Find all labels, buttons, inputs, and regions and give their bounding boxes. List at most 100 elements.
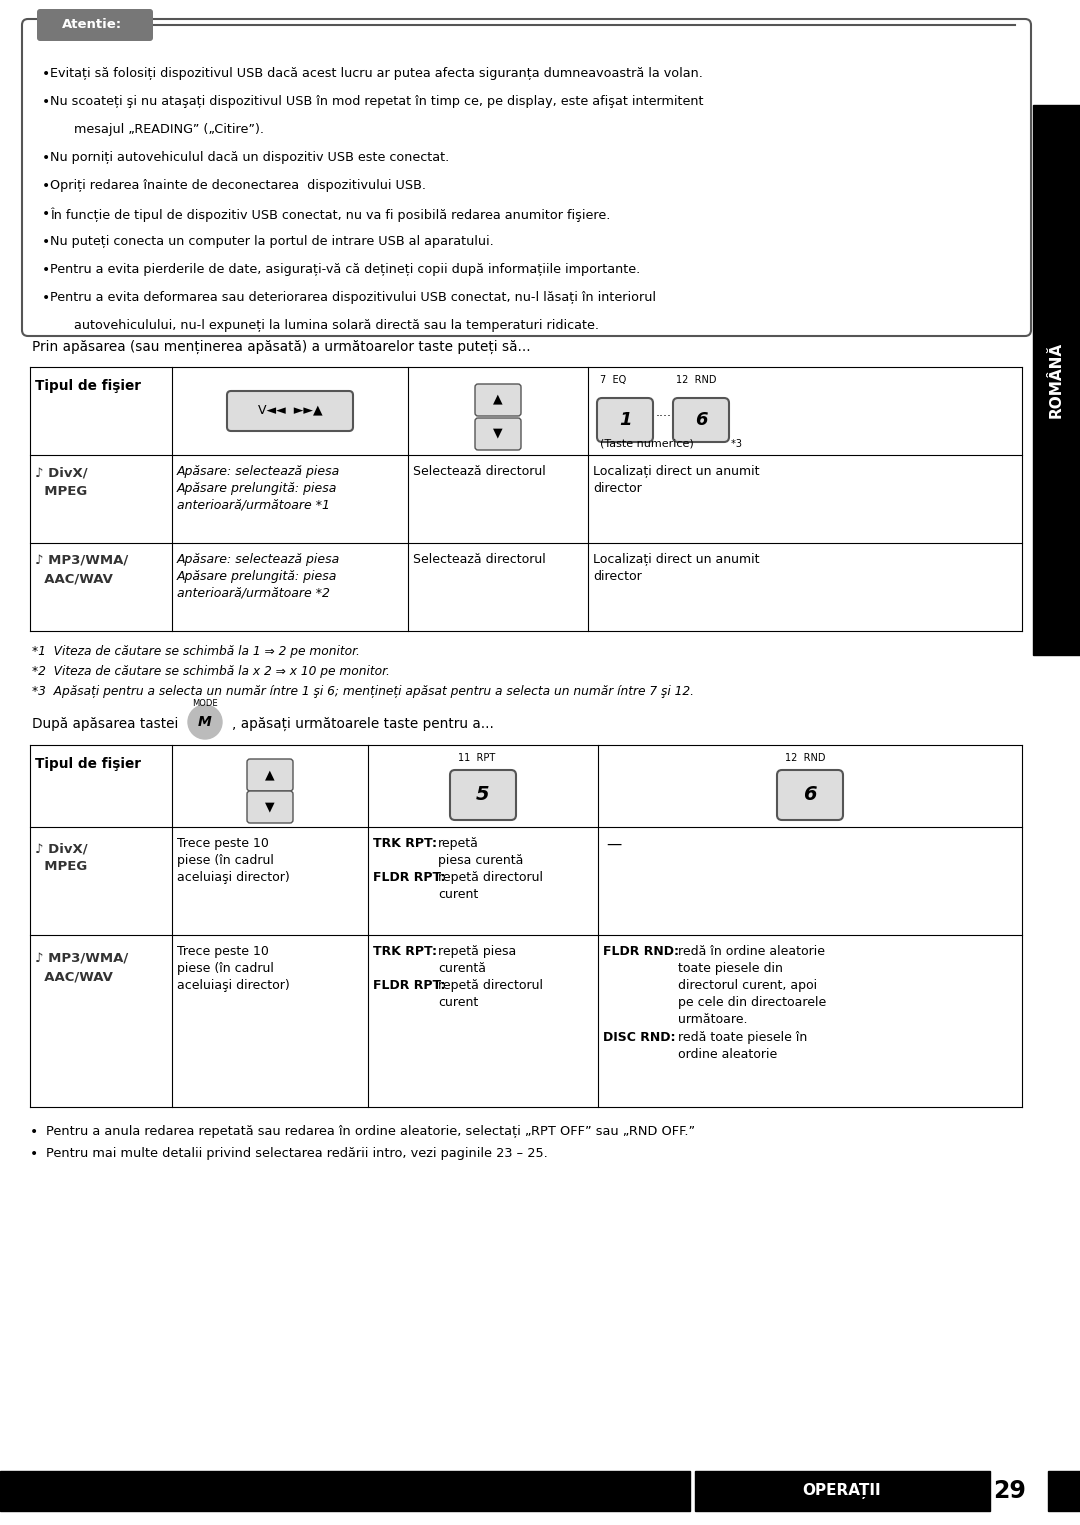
Text: AAC/WAV: AAC/WAV xyxy=(35,971,113,984)
Text: toate piesele din: toate piesele din xyxy=(678,962,783,974)
Text: •: • xyxy=(42,67,51,81)
Text: 7  EQ: 7 EQ xyxy=(600,375,626,384)
Text: —: — xyxy=(606,837,621,852)
Text: TRK RPT:: TRK RPT: xyxy=(373,837,437,849)
Text: Apăsare prelungită: piesa: Apăsare prelungită: piesa xyxy=(177,570,337,583)
Text: MODE: MODE xyxy=(192,698,218,708)
Text: •: • xyxy=(30,1147,38,1161)
Text: •: • xyxy=(42,207,51,221)
FancyBboxPatch shape xyxy=(475,384,521,416)
FancyBboxPatch shape xyxy=(37,9,153,41)
Text: Tipul de fişier: Tipul de fişier xyxy=(35,756,141,772)
Text: *3  Apăsați pentru a selecta un număr íntre 1 şi 6; mențineți apăsat pentru a se: *3 Apăsați pentru a selecta un număr ínt… xyxy=(32,685,694,698)
Text: ♪ DivX/: ♪ DivX/ xyxy=(35,842,87,856)
Text: curentă: curentă xyxy=(438,962,486,974)
Text: autovehiculului, nu-l expuneți la lumina solară directă sau la temperaturi ridic: autovehiculului, nu-l expuneți la lumina… xyxy=(50,319,599,332)
Text: Atentie:: Atentie: xyxy=(62,18,122,32)
FancyBboxPatch shape xyxy=(450,770,516,820)
Text: aceluiaşi director): aceluiaşi director) xyxy=(177,979,289,991)
FancyBboxPatch shape xyxy=(673,398,729,442)
Text: Nu puteți conecta un computer la portul de intrare USB al aparatului.: Nu puteți conecta un computer la portul … xyxy=(50,235,494,249)
Text: , apăsați următoarele taste pentru a...: , apăsați următoarele taste pentru a... xyxy=(232,717,494,730)
Text: piesa curentă: piesa curentă xyxy=(438,854,524,868)
Text: ROMÂNĂ: ROMÂNĂ xyxy=(1049,342,1064,418)
Text: ▼: ▼ xyxy=(266,801,274,813)
Text: repetă directorul: repetă directorul xyxy=(438,979,543,991)
Text: DISC RND:: DISC RND: xyxy=(603,1031,675,1045)
Text: mesajul „READING” („Citire”).: mesajul „READING” („Citire”). xyxy=(50,124,264,136)
Text: redă în ordine aleatorie: redă în ordine aleatorie xyxy=(678,946,825,958)
Text: anterioară/următoare *2: anterioară/următoare *2 xyxy=(177,587,330,599)
Text: repetă: repetă xyxy=(438,837,478,849)
Text: Nu porniți autovehiculul dacă un dispozitiv USB este conectat.: Nu porniți autovehiculul dacă un dispozi… xyxy=(50,151,449,165)
Text: FLDR RPT:: FLDR RPT: xyxy=(373,871,446,884)
Text: ....: .... xyxy=(656,406,672,418)
FancyBboxPatch shape xyxy=(22,18,1031,336)
Text: •: • xyxy=(42,262,51,278)
Text: FLDR RPT:: FLDR RPT: xyxy=(373,979,446,991)
Text: Trece peste 10: Trece peste 10 xyxy=(177,837,269,849)
FancyBboxPatch shape xyxy=(227,390,353,432)
Text: •: • xyxy=(42,95,51,108)
Text: curent: curent xyxy=(438,996,478,1010)
Text: 12  RND: 12 RND xyxy=(676,375,716,384)
Text: ♪ MP3/WMA/: ♪ MP3/WMA/ xyxy=(35,953,129,965)
Text: director: director xyxy=(593,570,642,583)
Text: TRK RPT:: TRK RPT: xyxy=(373,946,437,958)
Text: MPEG: MPEG xyxy=(35,860,87,872)
Text: Selectează directorul: Selectează directorul xyxy=(413,465,545,477)
Circle shape xyxy=(188,705,222,740)
Text: Localizați direct un anumit: Localizați direct un anumit xyxy=(593,554,759,566)
Text: 12  RND: 12 RND xyxy=(785,753,825,762)
Text: 11  RPT: 11 RPT xyxy=(458,753,496,762)
FancyBboxPatch shape xyxy=(247,759,293,791)
Text: 5: 5 xyxy=(476,785,490,805)
Text: •: • xyxy=(42,178,51,194)
Text: 6: 6 xyxy=(694,412,707,429)
FancyBboxPatch shape xyxy=(597,398,653,442)
Text: anterioară/următoare *1: anterioară/următoare *1 xyxy=(177,499,330,512)
Text: •: • xyxy=(42,291,51,305)
Text: •: • xyxy=(30,1125,38,1139)
Text: AAC/WAV: AAC/WAV xyxy=(35,573,113,586)
Text: Selectează directorul: Selectează directorul xyxy=(413,554,545,566)
Text: Prin apăsarea (sau menținerea apăsată) a următoarelor taste puteți să...: Prin apăsarea (sau menținerea apăsată) a… xyxy=(32,340,530,354)
Text: *3: *3 xyxy=(728,439,742,448)
Text: FLDR RND:: FLDR RND: xyxy=(603,946,679,958)
Text: După apăsarea tastei: După apăsarea tastei xyxy=(32,717,178,730)
Text: Pentru a evita deformarea sau deteriorarea dispozitivului USB conectat, nu-l lăs: Pentru a evita deformarea sau deteriorar… xyxy=(50,291,656,303)
Text: aceluiaşi director): aceluiaşi director) xyxy=(177,871,289,884)
Text: următoare.: următoare. xyxy=(678,1013,747,1026)
Text: Apăsare: selectează piesa: Apăsare: selectează piesa xyxy=(177,554,340,566)
Text: Opriți redarea înainte de deconectarea  dispozitivului USB.: Opriți redarea înainte de deconectarea d… xyxy=(50,178,426,192)
Bar xyxy=(696,1472,990,1511)
Text: •: • xyxy=(42,151,51,165)
Text: director: director xyxy=(593,482,642,496)
Text: piese (în cadrul: piese (în cadrul xyxy=(177,854,274,868)
Text: *1  Viteza de căutare se schimbă la 1 ⇒ 2 pe monitor.: *1 Viteza de căutare se schimbă la 1 ⇒ 2… xyxy=(32,645,360,657)
Text: ▼: ▼ xyxy=(494,427,503,439)
Text: repetă piesa: repetă piesa xyxy=(438,946,516,958)
Text: Tipul de fişier: Tipul de fişier xyxy=(35,380,141,393)
FancyBboxPatch shape xyxy=(247,791,293,824)
Text: ▲: ▲ xyxy=(266,769,274,781)
Text: 1: 1 xyxy=(619,412,631,429)
Text: piese (în cadrul: piese (în cadrul xyxy=(177,962,274,974)
Text: ♪ MP3/WMA/: ♪ MP3/WMA/ xyxy=(35,555,129,567)
Text: ▲: ▲ xyxy=(494,392,503,406)
Text: Localizați direct un anumit: Localizați direct un anumit xyxy=(593,465,759,477)
Text: Trece peste 10: Trece peste 10 xyxy=(177,946,269,958)
Text: Evitați să folosiți dispozitivul USB dacă acest lucru ar putea afecta siguranța : Evitați să folosiți dispozitivul USB dac… xyxy=(50,67,703,79)
Text: *2  Viteza de căutare se schimbă la x 2 ⇒ x 10 pe monitor.: *2 Viteza de căutare se schimbă la x 2 ⇒… xyxy=(32,665,390,679)
Text: În funcție de tipul de dispozitiv USB conectat, nu va fi posibilă redarea anumit: În funcție de tipul de dispozitiv USB co… xyxy=(50,207,610,221)
Text: Pentru mai multe detalii privind selectarea redării intro, vezi paginile 23 – 25: Pentru mai multe detalii privind selecta… xyxy=(46,1147,548,1161)
Bar xyxy=(0,1472,690,1511)
Text: Nu scoateți şi nu ataşați dispozitivul USB în mod repetat în timp ce, pe display: Nu scoateți şi nu ataşați dispozitivul U… xyxy=(50,95,703,108)
FancyBboxPatch shape xyxy=(475,418,521,450)
Text: ordine aleatorie: ordine aleatorie xyxy=(678,1048,778,1061)
Bar xyxy=(1032,105,1080,656)
Bar xyxy=(1048,1472,1080,1511)
Text: redă toate piesele în: redă toate piesele în xyxy=(678,1031,807,1045)
Text: V◄◄  ►►▲: V◄◄ ►►▲ xyxy=(258,404,322,416)
Text: (Taste numerice): (Taste numerice) xyxy=(600,439,693,448)
